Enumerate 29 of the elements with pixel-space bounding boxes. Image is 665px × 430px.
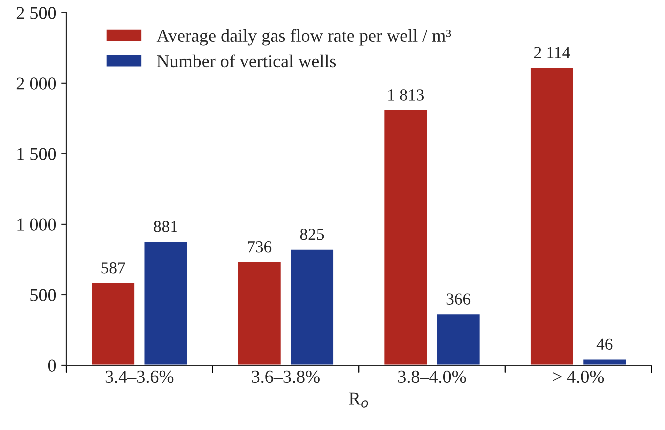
x-tick-label: 3.6–3.8% (252, 370, 320, 384)
bar (582, 358, 628, 366)
y-tick-label: 1 000 (18, 218, 56, 231)
x-tick-label: > 4.0% (553, 370, 604, 384)
data-label: 825 (300, 228, 324, 240)
x-tick-label: 3.4–3.6% (106, 370, 174, 384)
y-tick-label: 1 500 (18, 148, 56, 160)
y-tick-label: 500 (30, 289, 56, 302)
y-tick-label: 2 500 (16, 7, 56, 20)
bar (90, 282, 136, 366)
bar (383, 109, 429, 366)
bar (436, 313, 482, 366)
x-tick-label: 3.8–4.0% (398, 370, 466, 384)
bar (530, 66, 575, 366)
data-label: 46 (596, 338, 613, 350)
data-label: 881 (154, 221, 178, 232)
data-label: 1 813 (388, 90, 424, 101)
data-label: 587 (102, 262, 126, 274)
x-axis-title: R$_{o}$ (349, 392, 368, 408)
data-label: 736 (248, 242, 272, 253)
data-label: 366 (446, 294, 471, 305)
y-tick-label: 2 000 (16, 78, 56, 90)
legend-label: Average daily gas flow rate per well / m³ (156, 29, 452, 46)
legend-label: Number of vertical wells (157, 54, 336, 68)
y-tick-label: 0 (48, 360, 56, 372)
bar (143, 240, 189, 366)
bar (290, 248, 335, 366)
data-label: 2 114 (534, 47, 570, 58)
bar (236, 261, 282, 366)
